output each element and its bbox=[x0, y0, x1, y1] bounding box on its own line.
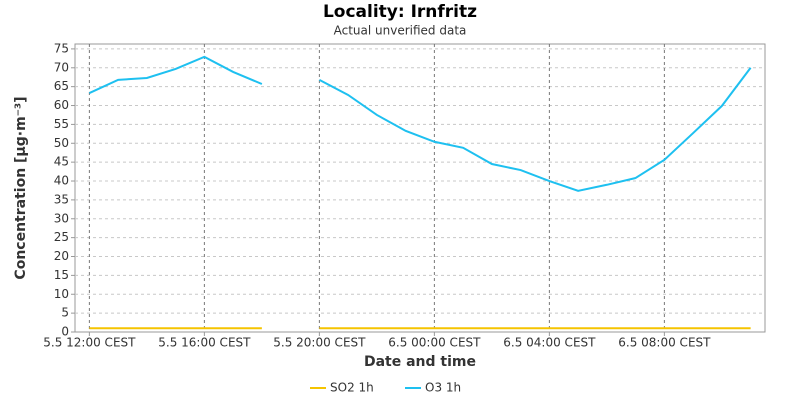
x-tick-label: 6.5 00:00 CEST bbox=[388, 336, 481, 350]
y-tick-label: 75 bbox=[54, 41, 69, 55]
y-tick-label: 25 bbox=[54, 230, 69, 244]
y-tick-label: 55 bbox=[54, 117, 69, 131]
y-tick-label: 65 bbox=[54, 79, 69, 93]
y-tick-label: 45 bbox=[54, 155, 69, 169]
plot-area bbox=[74, 43, 766, 333]
y-axis-title: Concentration [µg·m⁻³] bbox=[13, 96, 29, 279]
y-tick-label: 0 bbox=[61, 325, 69, 339]
legend-label: O3 1h bbox=[425, 381, 461, 395]
y-tick-label: 60 bbox=[54, 98, 69, 112]
y-tick-label: 50 bbox=[54, 136, 69, 150]
series-line bbox=[88, 55, 752, 192]
y-tick-label: 30 bbox=[54, 211, 69, 225]
y-tick-label: 35 bbox=[54, 192, 69, 206]
y-tick-label: 70 bbox=[54, 60, 69, 74]
y-tick-label: 20 bbox=[54, 249, 69, 263]
legend-label: SO2 1h bbox=[330, 381, 374, 395]
x-tick-label: 6.5 04:00 CEST bbox=[503, 336, 596, 350]
x-axis-title: Date and time bbox=[364, 354, 476, 370]
chart-title: Locality: Irnfritz bbox=[323, 2, 477, 22]
x-tick-label: 6.5 08:00 CEST bbox=[618, 336, 711, 350]
y-tick-label: 5 bbox=[61, 306, 69, 320]
chart-subtitle: Actual unverified data bbox=[334, 24, 467, 38]
x-tick-label: 5.5 20:00 CEST bbox=[273, 336, 366, 350]
y-tick-label: 10 bbox=[54, 287, 69, 301]
x-tick-label: 5.5 16:00 CEST bbox=[158, 336, 251, 350]
y-tick-label: 40 bbox=[54, 174, 69, 188]
y-tick-label: 15 bbox=[54, 268, 69, 282]
x-tick-label: 5.5 12:00 CEST bbox=[43, 336, 136, 350]
